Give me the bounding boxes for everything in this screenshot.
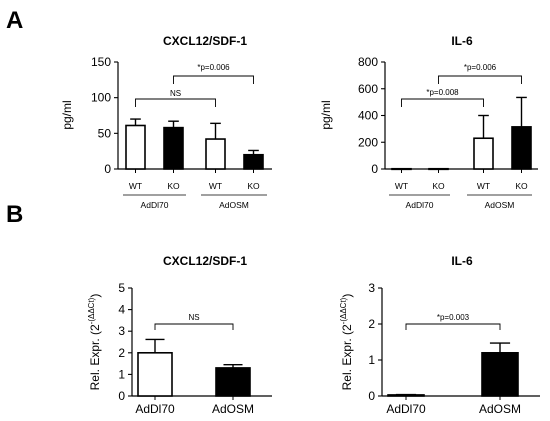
y-tick-label: 2 (368, 317, 375, 331)
y-tick-label: 0 (104, 162, 111, 176)
y-axis-label: pg/ml (60, 100, 74, 129)
y-tick-label: 5 (118, 281, 125, 295)
x-category-label: KO (432, 181, 445, 191)
comparison-label: *p=0.006 (197, 63, 230, 72)
chart-title: IL-6 (451, 254, 473, 268)
y-tick-label: 400 (358, 109, 378, 123)
x-category-label: WT (477, 181, 490, 191)
y-tick-label: 200 (358, 135, 378, 149)
x-category-label: AdDl70 (386, 402, 426, 416)
y-tick-label: 2 (118, 346, 125, 360)
chart-title: CXCL12/SDF-1 (163, 254, 247, 268)
bar (215, 367, 251, 397)
comparison-label: *p=0.003 (437, 313, 470, 322)
x-category-label: KO (167, 181, 180, 191)
x-category-label: AdOSM (479, 402, 521, 416)
x-category-label: WT (129, 181, 142, 191)
comparison-label: *p=0.006 (464, 63, 497, 72)
group-label: AdOSM (485, 200, 515, 210)
y-axis-label-superscript: -(ΔΔCt) (87, 297, 96, 324)
group-label: AdDl70 (141, 200, 169, 210)
x-category-label: WT (395, 181, 408, 191)
comparison-bracket (405, 323, 501, 330)
y-tick-label: 0 (371, 162, 378, 176)
chart-1: CXCL12/SDF-1 0 50 100 150 pg/ml WT KO WT KO AdDl70… (60, 34, 272, 210)
y-axis-label-end: ) (340, 294, 354, 298)
bar (205, 138, 226, 170)
y-axis-label-superscript: -(ΔΔCt) (339, 297, 348, 324)
y-axis-label: Rel. Expr. (2-(ΔΔCt)) (87, 294, 102, 391)
y-tick-label: 150 (91, 55, 111, 69)
bar (481, 351, 519, 397)
group-label: AdOSM (219, 200, 249, 210)
chart-title: CXCL12/SDF-1 (163, 34, 247, 48)
comparison-bracket (135, 98, 216, 107)
comparison-label: NS (188, 313, 199, 322)
comparison-bracket (438, 75, 522, 84)
x-category-label: WT (209, 181, 222, 191)
y-axis-label: pg/ml (319, 100, 333, 129)
y-axis-label-main: Rel. Expr. (2 (340, 324, 354, 390)
y-axis-label: Rel. Expr. (2-(ΔΔCt)) (339, 294, 354, 391)
y-axis-label-main: pg/ml (60, 100, 74, 129)
comparison-bracket (401, 98, 484, 107)
y-tick-label: 0 (368, 389, 375, 403)
bar (163, 126, 184, 170)
x-category-label: AdDl70 (135, 402, 175, 416)
y-tick-label: 3 (368, 281, 375, 295)
comparison-bracket (173, 75, 254, 84)
bar (473, 137, 494, 170)
x-category-label: KO (247, 181, 260, 191)
panel-a-label: A (6, 7, 23, 34)
y-tick-label: 800 (358, 55, 378, 69)
y-tick-label: 50 (98, 126, 112, 140)
y-axis-label-end: ) (88, 294, 102, 298)
bar (511, 126, 532, 170)
chart-title: IL-6 (451, 34, 473, 48)
x-category-label: AdOSM (212, 402, 254, 416)
y-tick-label: 0 (118, 389, 125, 403)
bar (137, 351, 173, 397)
comparison-label: *p=0.008 (426, 88, 459, 97)
y-axis-label-main: pg/ml (319, 100, 333, 129)
y-tick-label: 600 (358, 82, 378, 96)
comparison-label: NS (170, 89, 181, 98)
y-tick-label: 1 (118, 367, 125, 381)
y-tick-label: 4 (118, 303, 125, 317)
y-tick-label: 1 (368, 353, 375, 367)
bar (243, 153, 264, 170)
chart-3: CXCL12/SDF-1 0 1 2 3 4 5 Rel. Expr. (2-(ΔΔCt)) A… (87, 254, 272, 416)
y-tick-label: 3 (118, 324, 125, 338)
y-tick-label: 100 (91, 91, 111, 105)
panel-b-label: B (6, 201, 23, 228)
group-label: AdDl70 (406, 200, 434, 210)
comparison-bracket (154, 323, 234, 330)
x-category-label: KO (515, 181, 528, 191)
y-axis-label-main: Rel. Expr. (2 (88, 324, 102, 390)
bar (125, 124, 146, 170)
chart-2: IL-6 0 200 400 600 800 pg/ml WT KO WT KO AdDl70 AdOS… (319, 34, 538, 210)
chart-4: IL-6 0 1 2 3 Rel. Expr. (2-(ΔΔCt)) AdDl70 AdOSM… (339, 254, 540, 416)
